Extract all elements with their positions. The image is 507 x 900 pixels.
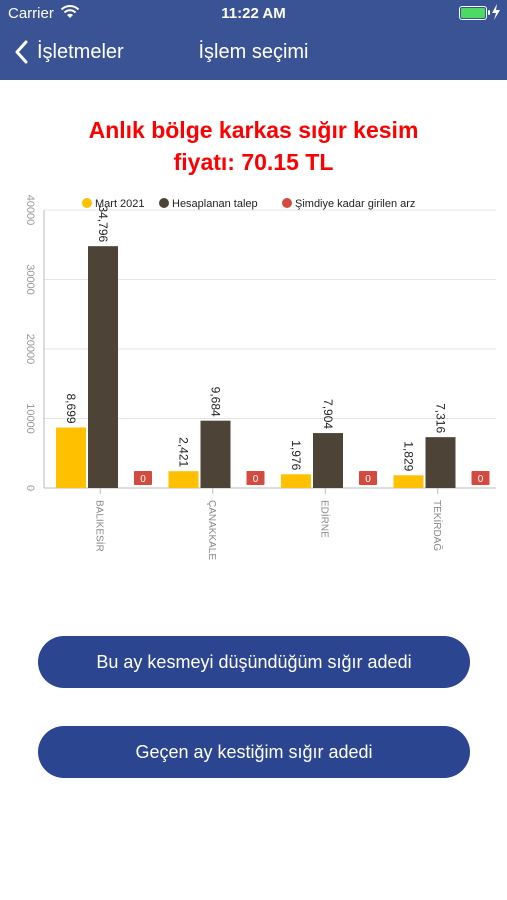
bar bbox=[281, 474, 311, 488]
y-tick-label: 0 bbox=[24, 485, 36, 491]
bar bbox=[56, 427, 86, 488]
last-month-count-button[interactable]: Geçen ay kestiğim sığır adedi bbox=[38, 726, 470, 778]
y-tick-label: 10000 bbox=[24, 403, 36, 434]
data-label: 0 bbox=[365, 474, 371, 485]
bar bbox=[359, 471, 377, 485]
bar bbox=[393, 475, 424, 488]
data-label: 9,684 bbox=[209, 387, 223, 417]
price-headline-line2: fiyatı: 70.15 TL bbox=[173, 149, 334, 175]
wifi-icon bbox=[60, 5, 80, 18]
data-label: 1,829 bbox=[402, 441, 416, 471]
bar bbox=[471, 471, 490, 485]
legend-label: Hesaplanan talep bbox=[172, 198, 258, 210]
data-label: 2,421 bbox=[177, 437, 191, 467]
chevron-left-icon bbox=[15, 40, 28, 64]
data-label: 0 bbox=[478, 474, 484, 485]
x-tick-label: BALIKESİR bbox=[93, 500, 106, 552]
y-tick-label: 40000 bbox=[24, 195, 36, 226]
y-tick-label: 30000 bbox=[24, 264, 36, 295]
charging-icon bbox=[492, 4, 500, 20]
legend-swatch bbox=[159, 198, 169, 208]
legend-label: Şimdiye kadar girilen arz bbox=[295, 198, 415, 210]
clock: 11:22 AM bbox=[221, 5, 286, 22]
legend-swatch bbox=[282, 198, 292, 208]
bar bbox=[246, 471, 265, 485]
price-headline: Anlık bölge karkas sığır kesim fiyatı: 7… bbox=[20, 114, 487, 178]
price-headline-line1: Anlık bölge karkas sığır kesim bbox=[88, 117, 419, 143]
x-tick-label: EDİRNE bbox=[318, 500, 331, 538]
data-label: 7,904 bbox=[321, 399, 335, 429]
bar bbox=[134, 471, 152, 485]
data-label: 7,316 bbox=[434, 403, 448, 433]
x-tick-label: TEKİRDAĞ bbox=[431, 500, 444, 551]
bar bbox=[313, 433, 343, 488]
data-label: 8,699 bbox=[64, 394, 78, 424]
data-label: 1,976 bbox=[289, 440, 303, 470]
battery-icon bbox=[459, 6, 490, 20]
this-month-count-button[interactable]: Bu ay kesmeyi düşündüğüm sığır adedi bbox=[38, 636, 470, 688]
legend-label: Mart 2021 bbox=[95, 198, 145, 210]
status-bar: Carrier 11:22 AM bbox=[0, 0, 507, 28]
bar-chart: Mart 2021 Hesaplanan talep Şimdiye kadar g… bbox=[24, 195, 496, 560]
legend-swatch bbox=[82, 198, 92, 208]
bar bbox=[168, 471, 199, 488]
bar bbox=[425, 437, 456, 488]
data-label: 0 bbox=[140, 474, 146, 485]
data-label: 34,796 bbox=[96, 205, 110, 242]
y-tick-label: 20000 bbox=[24, 334, 36, 365]
x-tick-label: ÇANAKKALE bbox=[206, 500, 217, 560]
carrier-label: Carrier bbox=[8, 5, 54, 22]
bar bbox=[200, 420, 231, 488]
bar bbox=[88, 246, 118, 488]
back-button-label: İşletmeler bbox=[37, 41, 124, 63]
navigation-bar: Carrier 11:22 AM İşletmeler İşlem seçimi bbox=[0, 0, 507, 80]
data-label: 0 bbox=[253, 474, 259, 485]
page-title: İşlem seçimi bbox=[198, 41, 309, 63]
